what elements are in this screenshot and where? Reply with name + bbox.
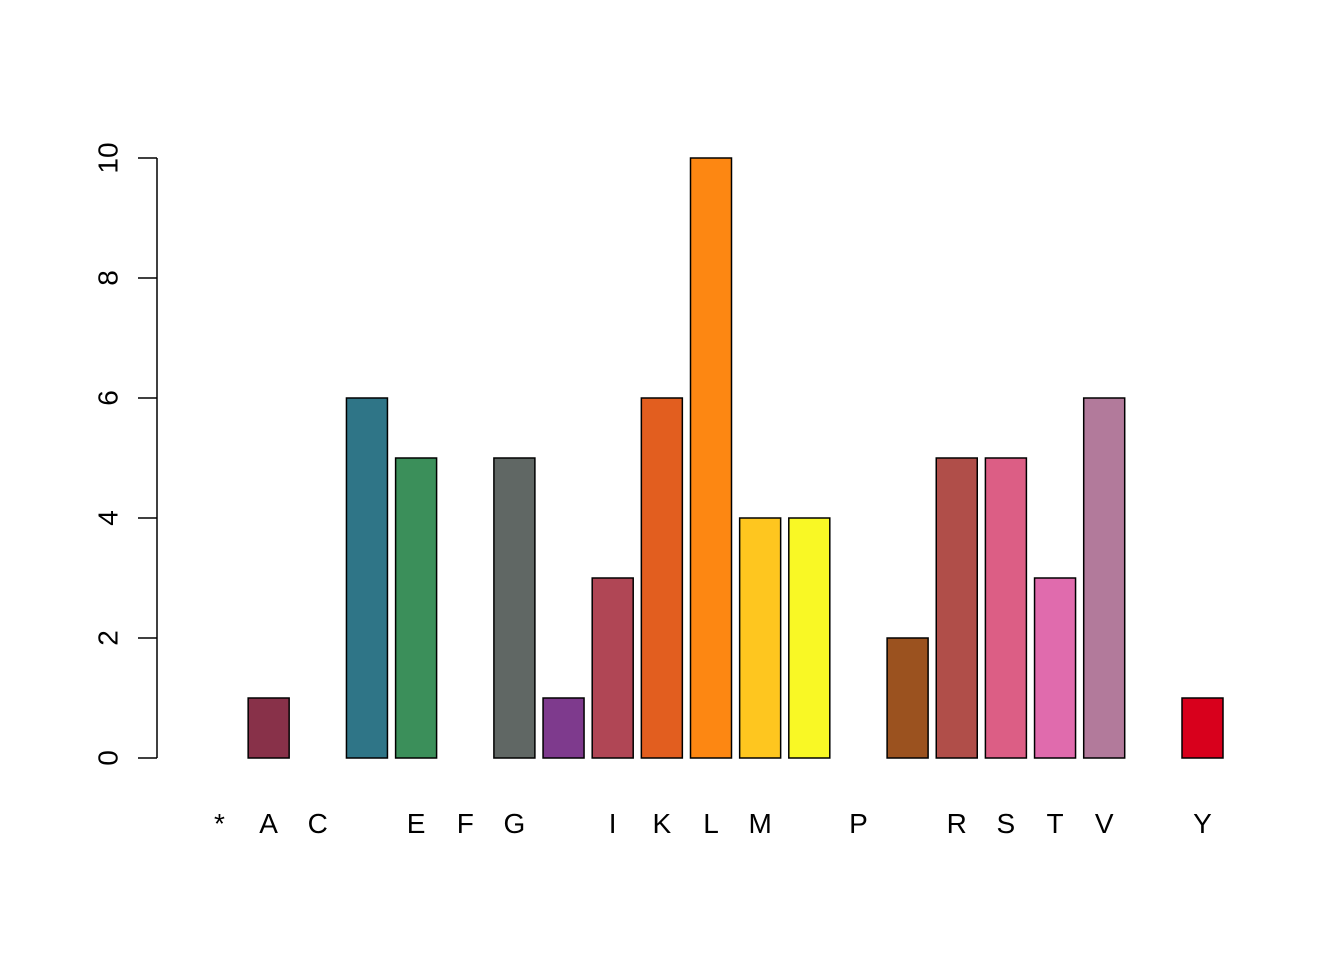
y-tick-label: 6 (92, 390, 123, 406)
bar-10 (689, 157, 733, 759)
bar-12 (788, 517, 831, 759)
x-tick-label: C (308, 808, 328, 839)
bar-17 (1033, 577, 1077, 759)
bar-3 (345, 397, 389, 759)
x-tick-label: K (653, 808, 672, 839)
x-tick-label: I (609, 808, 617, 839)
y-tick-label: 4 (92, 510, 123, 526)
x-tick-label: S (997, 808, 1016, 839)
x-tick-label: * (214, 808, 225, 839)
bar-15 (935, 457, 978, 759)
y-axis: 0 2 4 6 8 10 (92, 142, 158, 766)
y-tick-label: 2 (92, 630, 123, 646)
y-tick-label: 10 (92, 142, 123, 173)
x-tick-label: M (748, 808, 771, 839)
x-axis-labels: * A C E F G I K L M P R S T V Y (214, 808, 1212, 839)
bars-group (247, 157, 1224, 759)
y-tick-label: 8 (92, 270, 123, 286)
bar-7 (542, 697, 585, 759)
y-tick-label: 0 (92, 750, 123, 766)
bar-1 (247, 697, 290, 759)
bar-14 (886, 637, 929, 759)
x-tick-label: G (504, 808, 526, 839)
bar-8 (591, 577, 634, 759)
x-tick-label: T (1046, 808, 1063, 839)
bar-11 (738, 517, 782, 759)
x-tick-label: F (457, 808, 474, 839)
x-tick-label: R (947, 808, 967, 839)
x-tick-label: Y (1193, 808, 1212, 839)
x-tick-label: L (703, 808, 719, 839)
x-tick-label: A (259, 808, 278, 839)
bar-6 (493, 457, 536, 759)
x-tick-label: P (849, 808, 868, 839)
x-tick-label: V (1095, 808, 1114, 839)
x-tick-label: E (407, 808, 426, 839)
bar-4 (394, 457, 438, 759)
bar-20 (1181, 697, 1224, 759)
bar-9 (640, 397, 684, 759)
bar-16 (984, 457, 1028, 759)
bar-18 (1082, 397, 1126, 759)
